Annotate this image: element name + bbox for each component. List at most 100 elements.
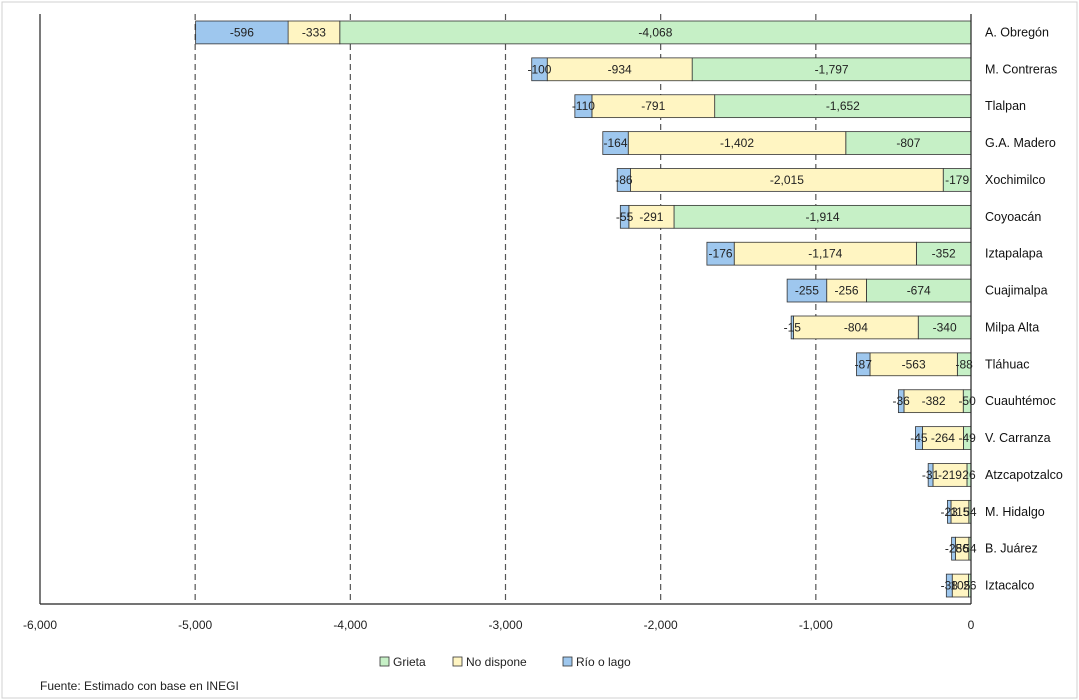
x-tick-label: -4,000 — [333, 618, 367, 632]
data-label: -110 — [572, 99, 595, 113]
category-label: V. Carranza — [985, 431, 1051, 445]
legend-label-no-dispone: No dispone — [466, 655, 527, 669]
data-label: 26 — [963, 579, 977, 593]
legend-swatch-grieta — [379, 656, 390, 667]
bar-rio-o-lago — [951, 536, 956, 561]
x-tick-label: 0 — [968, 618, 975, 632]
data-label: -45 — [910, 431, 928, 445]
data-label: -49 — [959, 431, 977, 445]
bar-rio-o-lago — [706, 241, 735, 266]
category-labels: A. Obregón M. Contreras Tlalpan G.A. Madero… — [985, 25, 1063, 592]
bar-rio-o-lago — [790, 315, 794, 340]
data-label: 54 — [963, 542, 977, 556]
data-label: -50 — [958, 394, 976, 408]
data-label: -219 — [938, 468, 962, 482]
data-label: -100 — [527, 62, 551, 76]
data-label: -88 — [956, 357, 974, 371]
data-label: -38 — [941, 579, 959, 593]
legend: Grieta No dispone Río o lago — [379, 655, 631, 669]
legend-swatch-rio-o-lago — [562, 656, 573, 667]
data-label: -674 — [907, 284, 931, 298]
x-tick-label: -1,000 — [799, 618, 833, 632]
data-label: 54 — [963, 505, 977, 519]
data-label: 26 — [962, 468, 976, 482]
category-label: Tlalpan — [985, 99, 1026, 113]
x-tick-label: -3,000 — [488, 618, 522, 632]
bar-rio-o-lago — [915, 426, 923, 450]
data-label: -934 — [608, 62, 632, 76]
source-note: Fuente: Estimado con base en INEGI — [40, 679, 239, 693]
data-label: -264 — [931, 431, 955, 445]
bar-rio-o-lago — [947, 499, 952, 524]
category-label: M. Hidalgo — [985, 505, 1045, 519]
category-label: Iztacalco — [985, 579, 1034, 593]
x-tick-label: -5,000 — [178, 618, 212, 632]
data-label: -804 — [844, 320, 868, 334]
data-label: -86 — [615, 173, 633, 187]
data-label: -791 — [641, 99, 665, 113]
x-tick-label: -6,000 — [23, 618, 57, 632]
data-label: -55 — [616, 210, 634, 224]
data-label: -382 — [922, 394, 946, 408]
data-label: -340 — [933, 320, 957, 334]
data-label: 105 — [950, 579, 970, 593]
category-label: Cuajimalpa — [985, 284, 1048, 298]
data-label: -4,068 — [638, 25, 672, 39]
legend-label-grieta: Grieta — [393, 655, 426, 669]
category-label: Xochimilco — [985, 173, 1045, 187]
category-label: B. Juárez — [985, 542, 1038, 556]
category-label: Iztapalapa — [985, 247, 1043, 261]
bar-rio-o-lago — [195, 20, 289, 45]
category-label: A. Obregón — [985, 25, 1049, 39]
bar-rio-o-lago — [619, 204, 630, 229]
data-label: -1,402 — [720, 136, 754, 150]
data-label: -563 — [902, 357, 926, 371]
data-label: -1,797 — [815, 62, 849, 76]
category-label: Coyoacán — [985, 210, 1041, 224]
data-label: -31 — [922, 468, 940, 482]
legend-swatch-no-dispone — [452, 656, 463, 667]
data-label: -25 — [945, 542, 963, 556]
data-label: -164 — [603, 136, 627, 150]
category-label: Milpa Alta — [985, 320, 1039, 334]
data-labels: -4,068 -333 -596 -1,797 -934 -100 -1,652 -791 -1… — [230, 25, 977, 592]
data-label: -179 — [945, 173, 969, 187]
data-label: -176 — [709, 247, 733, 261]
data-label: -1,652 — [826, 99, 860, 113]
bar-rio-o-lago — [786, 278, 828, 303]
data-label: -36 — [893, 394, 911, 408]
bars — [195, 20, 972, 598]
bar-rio-o-lago — [945, 573, 953, 598]
data-label: -1,914 — [805, 210, 839, 224]
data-label: -87 — [855, 357, 873, 371]
data-label: -291 — [639, 210, 663, 224]
x-tick-label: -2,000 — [644, 618, 678, 632]
bar-rio-o-lago — [602, 131, 629, 155]
category-label: M. Contreras — [985, 62, 1057, 76]
data-label: 86 — [955, 542, 969, 556]
data-label: -333 — [302, 25, 326, 39]
data-label: -807 — [896, 136, 920, 150]
bar-rio-o-lago — [927, 463, 934, 487]
data-label: -255 — [795, 284, 819, 298]
data-label: 115 — [950, 505, 969, 519]
bar-rio-o-lago — [897, 389, 905, 414]
axes — [39, 14, 972, 605]
x-tick-labels: -6,000 -5,000 -4,000 -3,000 -2,000 -1,000 0 — [23, 618, 975, 632]
category-label: G.A. Madero — [985, 136, 1056, 150]
bar-rio-o-lago — [531, 57, 548, 82]
category-label: Atzcapotzalco — [985, 468, 1063, 482]
bar-rio-o-lago — [574, 94, 593, 119]
data-label: -15 — [784, 320, 802, 334]
bar-rio-o-lago — [856, 352, 871, 377]
gridlines — [194, 14, 817, 604]
category-label: Tláhuac — [985, 357, 1029, 371]
data-label: -596 — [230, 25, 254, 39]
data-label: -2,015 — [770, 173, 804, 187]
legend-label-rio-o-lago: Río o lago — [576, 655, 631, 669]
bar-rio-o-lago — [616, 168, 631, 192]
data-label: -1,174 — [808, 247, 842, 261]
data-label: -256 — [835, 284, 859, 298]
category-label: Cuauhtémoc — [985, 394, 1056, 408]
